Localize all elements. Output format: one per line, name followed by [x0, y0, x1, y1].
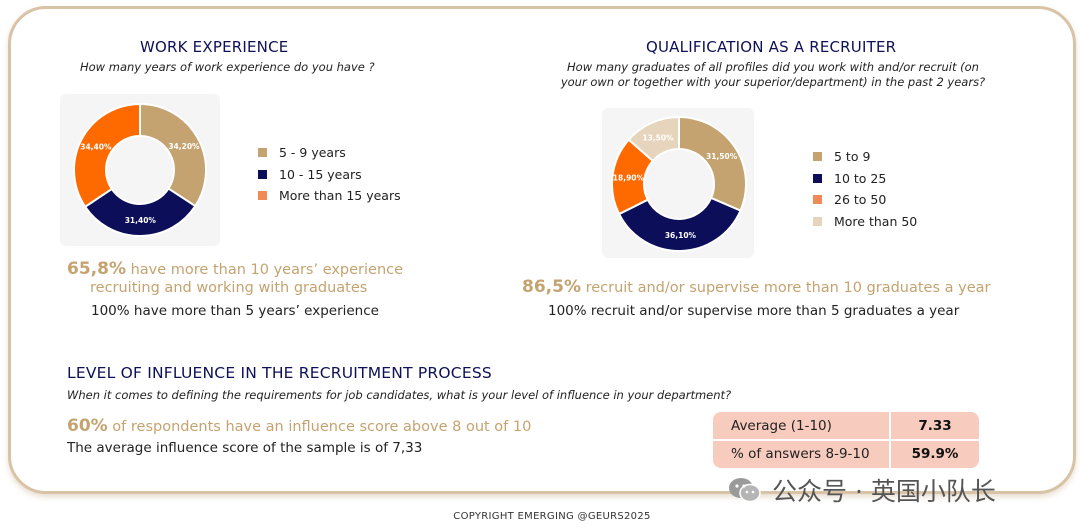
legend-item: 5 - 9 years — [258, 142, 401, 164]
donut-slice — [678, 115, 747, 212]
legend-label: 10 to 25 — [834, 170, 887, 186]
slice-data-label: 34,40% — [80, 142, 112, 151]
legend-item: 5 to 9 — [813, 146, 917, 168]
legend-label: 5 to 9 — [834, 149, 871, 165]
influence-score-table: Average (1-10) 7.33 % of answers 8-9-10 … — [713, 412, 979, 468]
qualification-chart-panel: 31,50% 36,10% 18,90% 13,50% — [602, 108, 754, 258]
wechat-icon — [729, 478, 761, 503]
watermark: 公众号 · 英国小队长 — [728, 472, 996, 508]
qualification-stat-percent: 86,5% — [522, 277, 581, 297]
qualification-title: QUALIFICATION AS A RECRUITER — [646, 38, 897, 56]
legend-item: 10 to 25 — [813, 168, 917, 190]
influence-question: When it comes to defining the requiremen… — [67, 388, 732, 402]
score-value: 7.33 — [918, 418, 952, 434]
work-chart-panel: 34,20% 31,40% 34,40% — [60, 94, 220, 246]
work-experience-legend: 5 - 9 years 10 - 15 years More than 15 yea… — [258, 142, 401, 207]
legend-swatch — [258, 169, 267, 179]
legend-swatch — [813, 195, 822, 205]
legend-label: 5 - 9 years — [279, 145, 346, 161]
donut-slice — [627, 115, 680, 163]
donut-slice — [139, 102, 207, 208]
work-stat-line-1: 65,8% have more than 10 years’ experienc… — [67, 259, 403, 279]
score-row-average: Average (1-10) 7.33 — [713, 412, 979, 440]
qualification-question-line-1: How many graduates of all profiles did y… — [567, 60, 979, 74]
donut-slice — [617, 196, 742, 252]
influence-title: LEVEL OF INFLUENCE IN THE RECRUITMENT PR… — [67, 364, 492, 382]
work-stat-line-3: 100% have more than 5 years’ experience — [91, 303, 379, 319]
legend-label: More than 15 years — [279, 188, 401, 204]
legend-label: 10 - 15 years — [279, 166, 362, 182]
legend-swatch — [258, 191, 267, 201]
slice-data-label: 31,50% — [706, 152, 738, 161]
work-experience-question: How many years of work experience do you… — [80, 60, 375, 74]
work-stat-text: have more than 10 years’ experience — [125, 262, 404, 278]
work-stat-percent: 65,8% — [67, 259, 126, 279]
legend-swatch — [813, 173, 822, 183]
work-stat-line-2: recruiting and working with graduates — [90, 280, 368, 296]
slice-data-label: 34,20% — [168, 142, 200, 151]
score-label: % of answers 8-9-10 — [731, 446, 870, 462]
work-experience-title: WORK EXPERIENCE — [140, 38, 289, 56]
watermark-text: 公众号 · 英国小队长 — [772, 477, 996, 506]
slice-data-label: 31,40% — [125, 216, 157, 225]
qualification-stat-line-1: 86,5% recruit and/or supervise more than… — [522, 277, 990, 297]
legend-swatch — [258, 148, 267, 158]
table-divider — [713, 439, 979, 441]
qualification-stat-line-2: 100% recruit and/or supervise more than … — [548, 303, 960, 319]
score-label: Average (1-10) — [731, 418, 832, 434]
score-value: 59.9% — [911, 446, 959, 462]
influence-stat-line-2: The average influence score of the sampl… — [67, 440, 423, 456]
legend-item: More than 50 — [813, 211, 917, 233]
qualification-stat-text: recruit and/or supervise more than 10 gr… — [580, 280, 991, 296]
qualification-question: How many graduates of all profiles did y… — [548, 60, 998, 90]
score-row-share: % of answers 8-9-10 59.9% — [713, 440, 979, 468]
copyright-footer: COPYRIGHT EMERGING @GEURS2025 — [453, 511, 651, 522]
legend-label: 26 to 50 — [834, 192, 887, 208]
slice-data-label: 13,50% — [642, 134, 674, 143]
influence-stat-percent: 60% — [67, 416, 108, 436]
qualification-legend: 5 to 9 10 to 25 26 to 50 More than 50 — [813, 146, 917, 232]
qualification-donut-chart: 31,50% 36,10% 18,90% 13,50% — [611, 115, 747, 252]
legend-swatch — [813, 216, 822, 226]
legend-label: More than 50 — [834, 213, 918, 229]
legend-item: More than 15 years — [258, 185, 401, 207]
legend-item: 10 - 15 years — [258, 164, 401, 186]
legend-item: 26 to 50 — [813, 189, 917, 211]
donut-slice — [73, 102, 141, 209]
slice-data-label: 36,10% — [665, 231, 697, 240]
legend-swatch — [813, 152, 822, 162]
slice-data-label: 18,90% — [613, 173, 645, 182]
influence-stat-text: of respondents have an influence score a… — [107, 419, 532, 435]
influence-stat-line-1: 60% of respondents have an influence sco… — [67, 416, 531, 436]
donut-slice — [83, 187, 197, 237]
work-experience-donut-chart: 34,20% 31,40% 34,40% — [73, 102, 207, 237]
qualification-question-line-2: your own or together with your superior/… — [560, 75, 986, 89]
